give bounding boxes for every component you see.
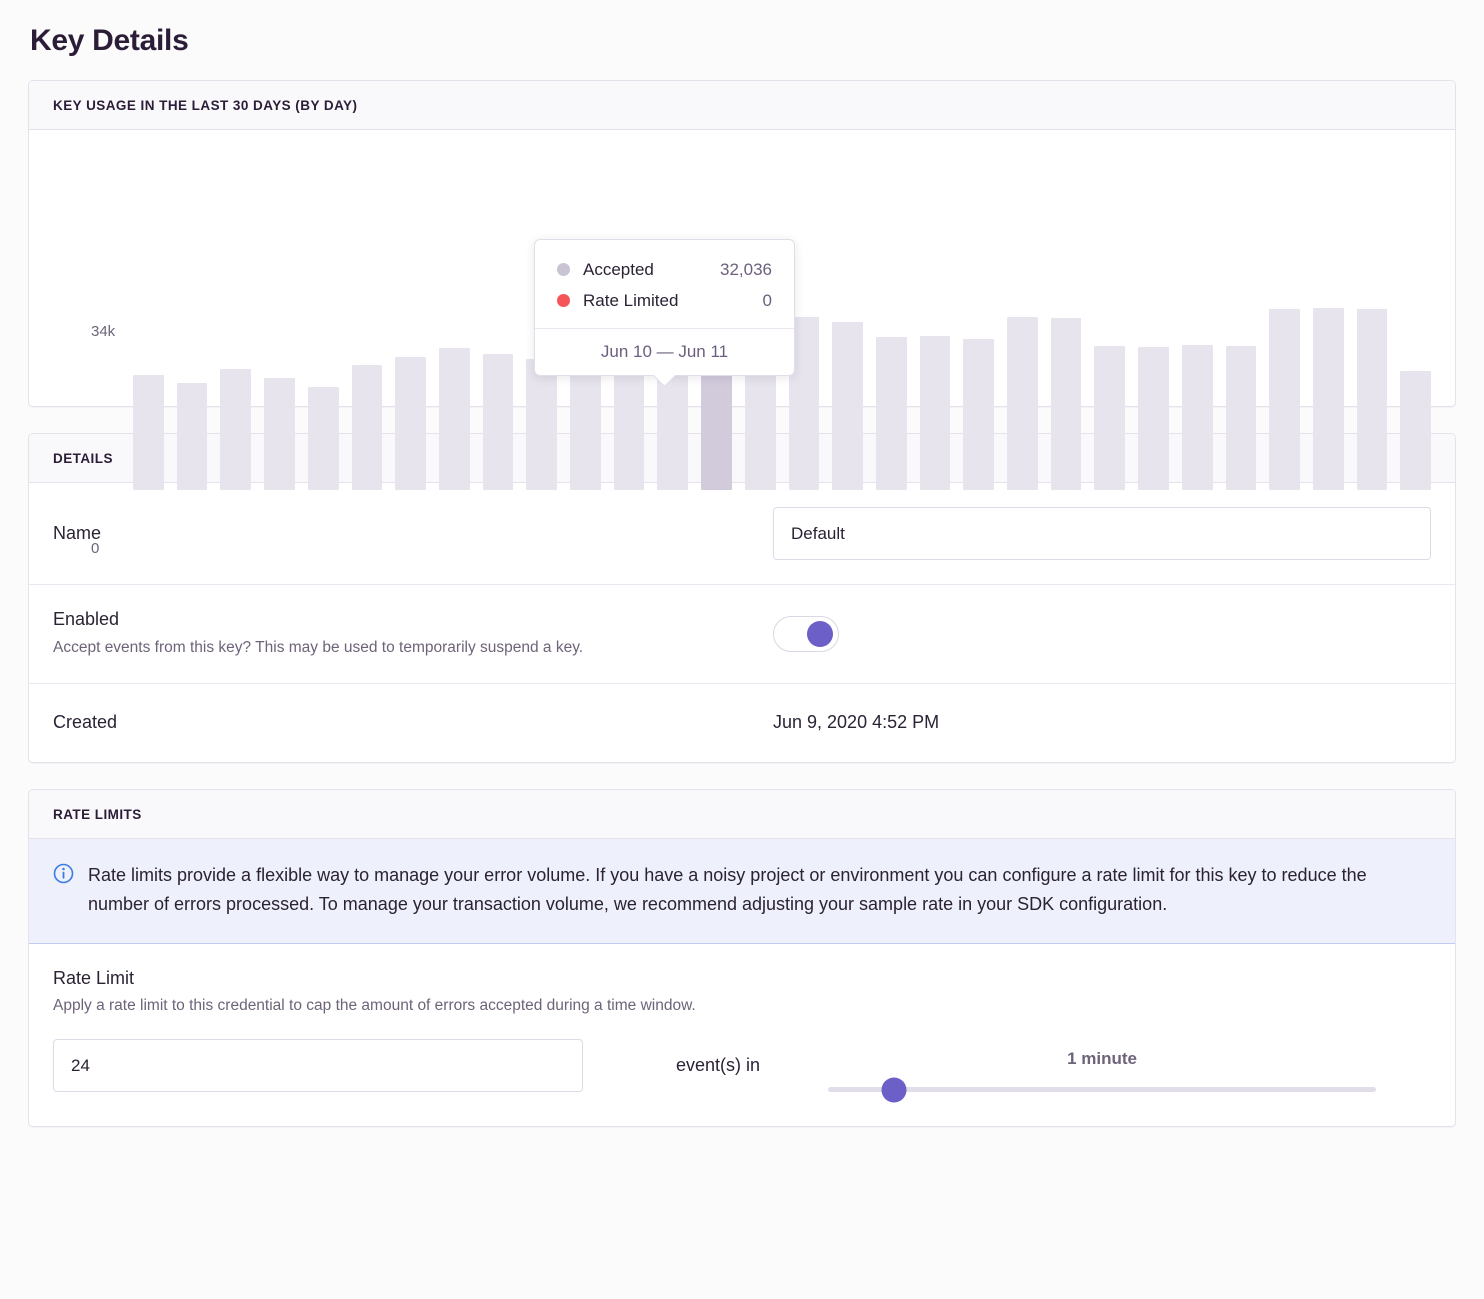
chart-tooltip: Accepted 32,036 Rate Limited 0 Jun 10 — … bbox=[534, 239, 795, 376]
usage-bars[interactable] bbox=[133, 274, 1432, 490]
enabled-label: Enabled bbox=[53, 609, 120, 629]
tooltip-arrow-icon bbox=[653, 375, 675, 386]
rate-limits-header: RATE LIMITS bbox=[29, 789, 1455, 839]
usage-bar[interactable] bbox=[1138, 347, 1169, 490]
rate-limit-help-text: Apply a rate limit to this credential to… bbox=[53, 997, 696, 1015]
name-label: Name bbox=[53, 523, 102, 543]
created-control: Jun 9, 2020 4:52 PM bbox=[773, 712, 1431, 733]
usage-bar[interactable] bbox=[963, 339, 995, 490]
usage-bar[interactable] bbox=[264, 378, 295, 490]
rate-limits-info-banner: Rate limits provide a flexible way to ma… bbox=[29, 838, 1455, 945]
usage-bar[interactable] bbox=[1225, 346, 1257, 490]
rate-limit-window-slider[interactable] bbox=[828, 1077, 1376, 1103]
rate-limit-label: Rate Limit bbox=[53, 968, 135, 989]
usage-bar[interactable] bbox=[832, 322, 863, 490]
enabled-help-text: Accept events from this key? This may be… bbox=[53, 639, 584, 656]
tooltip-date-range: Jun 10 — Jun 11 bbox=[535, 328, 794, 375]
usage-bar[interactable] bbox=[1400, 371, 1432, 490]
created-label: Created bbox=[53, 712, 118, 733]
usage-bar[interactable] bbox=[220, 369, 252, 490]
rate-limited-dot-icon bbox=[557, 294, 570, 307]
details-row-enabled: Enabled Accept events from this key? Thi… bbox=[29, 585, 1455, 684]
tooltip-label-rate-limited: Rate Limited bbox=[583, 290, 679, 310]
key-usage-header: KEY USAGE IN THE LAST 30 DAYS (BY DAY) bbox=[29, 81, 1455, 130]
usage-bar[interactable] bbox=[1094, 346, 1126, 490]
usage-bar[interactable] bbox=[133, 375, 164, 490]
y-axis-max-label: 34k bbox=[91, 323, 116, 340]
name-input[interactable] bbox=[773, 507, 1431, 560]
usage-bar[interactable] bbox=[482, 354, 514, 490]
enabled-label-group: Enabled Accept events from this key? Thi… bbox=[53, 609, 773, 659]
usage-bar[interactable] bbox=[438, 348, 470, 490]
rate-limit-count-wrap bbox=[53, 1039, 583, 1093]
created-value: Jun 9, 2020 4:52 PM bbox=[773, 712, 940, 733]
usage-bar[interactable] bbox=[570, 355, 601, 490]
rate-limit-window-value: 1 minute bbox=[1067, 1049, 1137, 1069]
rate-limit-controls: event(s) in 1 minute bbox=[53, 1039, 1431, 1103]
usage-bar[interactable] bbox=[1181, 345, 1213, 490]
usage-chart[interactable]: 34k 0 Accepted 32,036 Rate Limited 0 bbox=[29, 130, 1455, 557]
usage-bar[interactable] bbox=[875, 337, 907, 490]
tooltip-value-rate-limited: 0 bbox=[762, 290, 772, 310]
details-row-name: Name bbox=[29, 483, 1455, 585]
slider-thumb-handle[interactable] bbox=[881, 1077, 907, 1103]
created-label-group: Created bbox=[53, 712, 773, 733]
name-control bbox=[773, 507, 1431, 560]
name-label-group: Name bbox=[53, 523, 773, 544]
accepted-dot-icon bbox=[557, 263, 570, 276]
tooltip-label-accepted: Accepted bbox=[583, 259, 654, 279]
rate-limit-units-label: event(s) in bbox=[676, 1055, 761, 1076]
usage-bar[interactable] bbox=[1356, 309, 1388, 490]
page-root: Key Details KEY USAGE IN THE LAST 30 DAY… bbox=[0, 0, 1484, 1127]
enabled-control bbox=[773, 615, 1431, 652]
details-row-created: Created Jun 9, 2020 4:52 PM bbox=[29, 684, 1455, 762]
key-usage-card: KEY USAGE IN THE LAST 30 DAYS (BY DAY) 3… bbox=[28, 80, 1456, 557]
usage-bar[interactable] bbox=[1269, 309, 1300, 490]
tooltip-rows: Accepted 32,036 Rate Limited 0 bbox=[535, 240, 794, 328]
usage-bar[interactable] bbox=[176, 383, 208, 490]
tooltip-row-accepted: Accepted 32,036 bbox=[557, 254, 772, 285]
rate-limits-card: RATE LIMITS Rate limits provide a flexib… bbox=[28, 788, 1456, 1128]
usage-bar[interactable] bbox=[1050, 318, 1082, 490]
rate-limits-info-text: Rate limits provide a flexible way to ma… bbox=[88, 864, 1367, 915]
toggle-knob-icon bbox=[807, 620, 833, 647]
usage-bar[interactable] bbox=[1312, 308, 1344, 490]
tooltip-row-rate-limited: Rate Limited 0 bbox=[557, 285, 772, 316]
tooltip-value-accepted: 32,036 bbox=[720, 259, 772, 279]
y-axis-min-label: 0 bbox=[91, 540, 100, 557]
rate-limit-count-input[interactable] bbox=[53, 1039, 583, 1093]
usage-bar[interactable] bbox=[919, 336, 951, 490]
enabled-toggle[interactable] bbox=[773, 615, 839, 652]
usage-bar[interactable] bbox=[395, 357, 426, 490]
usage-bar[interactable] bbox=[1007, 317, 1038, 490]
usage-bar[interactable] bbox=[307, 387, 339, 490]
usage-bar[interactable] bbox=[526, 359, 558, 490]
rate-limit-section: Rate Limit Apply a rate limit to this cr… bbox=[29, 944, 1455, 1126]
usage-bar[interactable] bbox=[351, 365, 383, 490]
rate-limit-window-wrap: 1 minute bbox=[828, 1049, 1431, 1103]
page-title: Key Details bbox=[30, 24, 189, 57]
info-icon bbox=[53, 863, 74, 889]
